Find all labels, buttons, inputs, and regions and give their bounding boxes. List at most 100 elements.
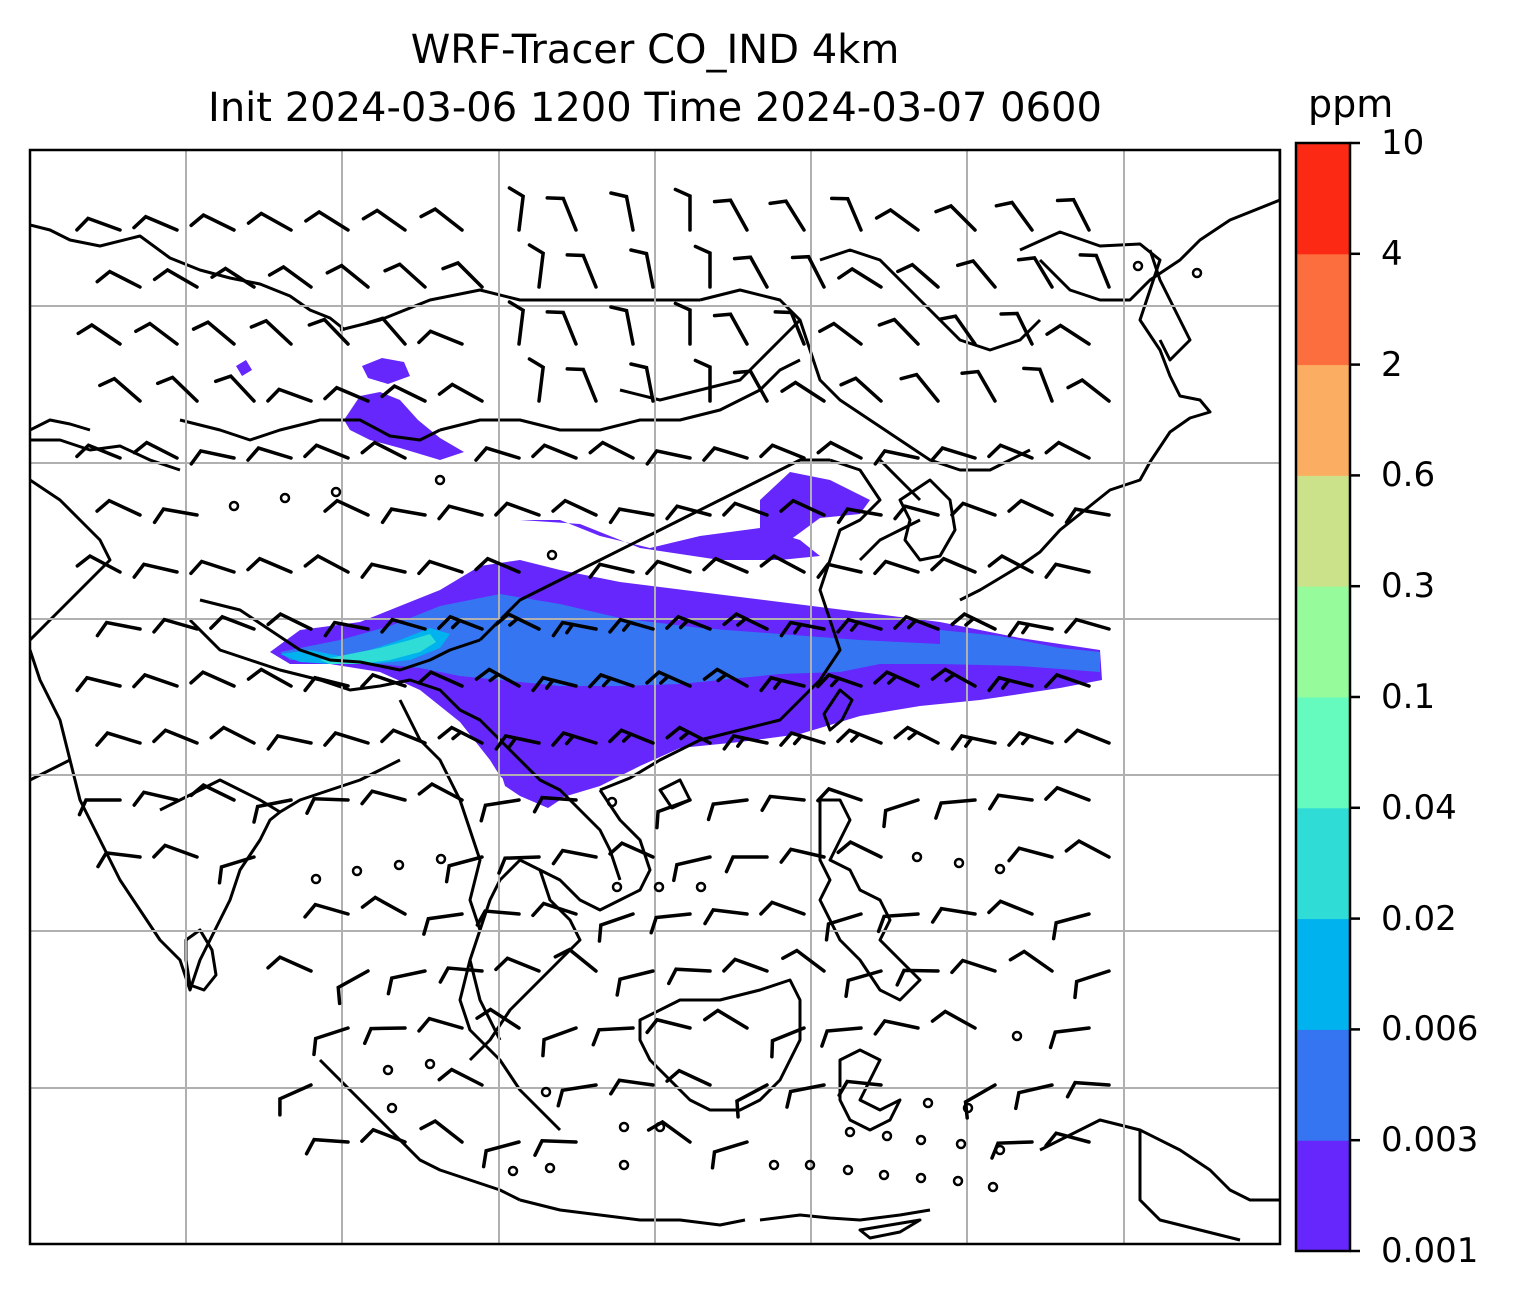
wind-barb	[527, 243, 546, 289]
wind-barb	[360, 440, 407, 460]
wind-barb	[629, 362, 655, 403]
wind-barb	[712, 312, 749, 346]
wind-barbs	[75, 186, 1203, 1193]
wind-barb	[999, 311, 1034, 346]
wind-barb	[551, 731, 598, 747]
wind-barb	[608, 728, 655, 745]
wind-barb	[323, 620, 370, 638]
colorbar-tick-label: 4	[1381, 233, 1403, 274]
border-china-west	[179, 418, 441, 442]
wind-barb	[1064, 838, 1111, 859]
wind-barb	[565, 253, 598, 289]
wind-barb	[759, 900, 806, 916]
calm-wind-circle	[653, 881, 665, 893]
wind-barb	[380, 384, 427, 403]
wind-barb	[609, 1078, 655, 1096]
wind-barb	[759, 675, 806, 693]
wind-barb	[930, 1009, 977, 1030]
wind-barb	[380, 617, 427, 634]
coastline-taiwan	[822, 688, 854, 732]
wind-barb	[365, 316, 407, 346]
wind-barb	[95, 620, 142, 638]
wind-barb	[1008, 949, 1054, 973]
wind-barb	[645, 1017, 692, 1035]
wind-barb	[645, 448, 692, 466]
wind-barb	[75, 675, 122, 693]
calm-wind-circle	[546, 549, 558, 561]
wind-barb	[246, 446, 293, 462]
wind-barb	[759, 443, 806, 460]
colorbar-tick-label: 2	[1381, 344, 1403, 385]
wind-barb	[474, 446, 521, 462]
wind-barb	[1044, 672, 1091, 689]
wind-barb	[132, 440, 179, 460]
coastline-java	[519, 1198, 746, 1227]
wind-barb	[497, 855, 541, 875]
coastline-sulawesi	[838, 1048, 902, 1132]
wind-barb	[591, 1026, 635, 1047]
wind-barb	[77, 798, 122, 817]
wind-barb	[873, 559, 920, 576]
calm-wind-circle	[507, 1165, 519, 1177]
wind-barb	[323, 385, 370, 403]
wind-barb	[303, 553, 350, 574]
wind-barb	[246, 667, 293, 688]
wind-barb	[417, 781, 464, 802]
wind-barb	[531, 901, 578, 918]
wind-barb	[588, 672, 635, 689]
wind-barb	[877, 317, 920, 346]
wind-barb	[893, 504, 940, 521]
wind-barb	[987, 899, 1034, 916]
wind-barb	[217, 855, 256, 885]
plume-inner-band	[280, 594, 1100, 686]
wind-barb	[645, 670, 692, 688]
wind-barb	[779, 847, 826, 864]
wind-barb	[386, 969, 427, 996]
wind-barb	[988, 793, 1034, 811]
wind-barb	[950, 501, 997, 517]
colorbar-segment-4	[1296, 697, 1350, 809]
calm-wind-circle	[881, 1130, 893, 1142]
wind-barb	[380, 507, 427, 525]
wind-barb	[768, 199, 806, 232]
wind-barb	[780, 380, 826, 403]
wind-barb	[956, 258, 997, 289]
wind-barb	[1007, 620, 1054, 638]
wind-barb	[874, 207, 920, 232]
wind-barb	[649, 912, 692, 935]
wind-barb	[896, 262, 940, 289]
wind-barb	[818, 321, 863, 346]
wind-barb	[1007, 498, 1054, 517]
wind-barb	[1022, 366, 1054, 403]
calm-wind-circle	[1011, 1030, 1023, 1042]
wind-barb	[950, 958, 997, 975]
wind-barb	[672, 855, 712, 883]
wind-barb	[336, 969, 370, 1006]
wind-barb	[210, 266, 256, 289]
wind-barb	[665, 725, 712, 745]
plume-inner-band-east	[940, 630, 1100, 666]
wind-barb	[556, 1083, 598, 1108]
wind-barb	[278, 1083, 313, 1117]
wind-barb	[551, 498, 598, 517]
colorbar-tick-label: 0.6	[1381, 455, 1436, 496]
calm-wind-circle	[915, 1172, 927, 1184]
coastline-arabian	[30, 758, 71, 782]
wind-barb	[95, 731, 142, 747]
wind-barb	[994, 200, 1034, 232]
plume-northeast-patch	[760, 472, 870, 540]
plume-west-fleck	[236, 360, 252, 376]
wind-barb	[96, 850, 142, 869]
calm-wind-circle	[310, 873, 322, 885]
coastline-philippines	[818, 798, 922, 1002]
wind-barb	[836, 507, 883, 525]
calm-wind-circle	[842, 1164, 854, 1176]
wind-barb	[882, 798, 920, 829]
wind-barb	[152, 617, 199, 634]
wind-barb	[213, 374, 256, 403]
wind-barb	[1073, 969, 1111, 1000]
calm-wind-circle	[434, 474, 446, 486]
wind-barb	[304, 1137, 350, 1156]
coastline-lesser-sunda	[759, 1208, 931, 1222]
wind-barb	[873, 670, 920, 688]
